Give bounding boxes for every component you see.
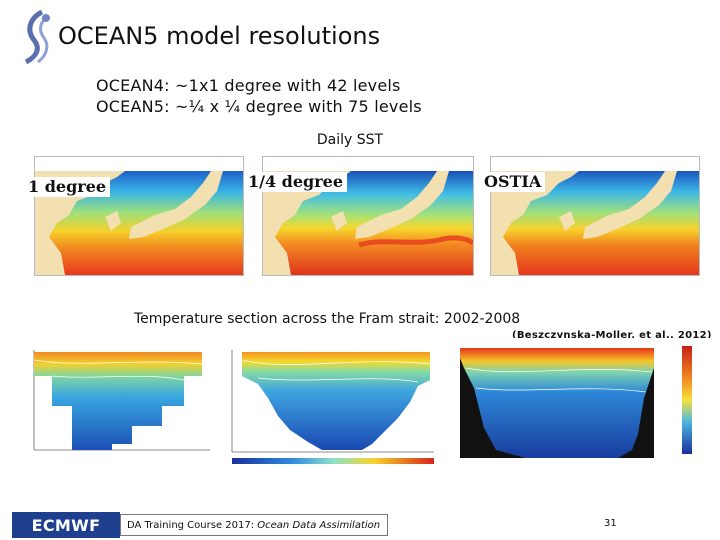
map-1-label: 1 degree bbox=[24, 177, 111, 197]
footer-course-italic: Ocean Data Assimilation bbox=[257, 520, 381, 531]
ecmwf-swirl-logo-icon bbox=[24, 9, 50, 65]
map-2-label: 1/4 degree bbox=[244, 172, 348, 192]
ecmwf-logo: ECMWF bbox=[12, 512, 120, 538]
ocean4-spec: OCEAN4: ~1x1 degree with 42 levels bbox=[96, 76, 401, 95]
fram-reference: (Beszczynska-Moller, et al., 2012) bbox=[512, 330, 712, 341]
footer-course-prefix: DA Training Course 2017: bbox=[127, 520, 258, 531]
page-number: 31 bbox=[604, 518, 617, 529]
slide-title: OCEAN5 model resolutions bbox=[58, 22, 381, 50]
ecmwf-logo-text: ECMWF bbox=[31, 515, 101, 535]
sst-map-1-degree bbox=[34, 156, 244, 276]
fram-section-quarter-degree bbox=[231, 350, 434, 464]
daily-sst-caption: Daily SST bbox=[316, 132, 384, 148]
map-3-label: OSTIA bbox=[480, 172, 546, 192]
ocean5-spec: OCEAN5: ~¼ x ¼ degree with 75 levels bbox=[96, 97, 422, 116]
footer-course-title: DA Training Course 2017: Ocean Data Assi… bbox=[120, 514, 388, 536]
fram-section-1-degree bbox=[33, 350, 210, 451]
fram-strait-caption: Temperature section across the Fram stra… bbox=[134, 311, 521, 327]
fram-section-observed bbox=[456, 338, 714, 466]
